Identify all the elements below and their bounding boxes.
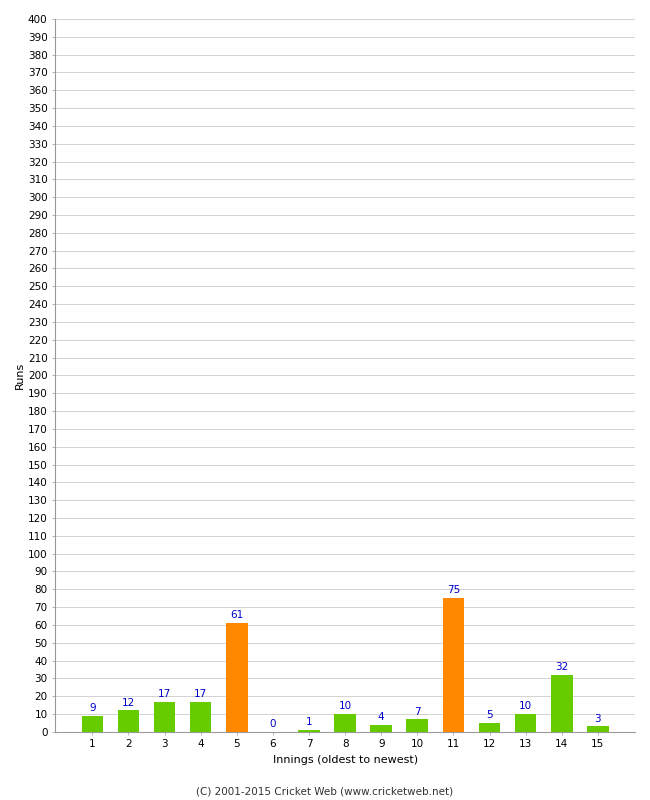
Text: 5: 5 <box>486 710 493 720</box>
Text: 32: 32 <box>555 662 568 672</box>
Text: 0: 0 <box>270 719 276 729</box>
Bar <box>118 710 139 732</box>
X-axis label: Innings (oldest to newest): Innings (oldest to newest) <box>272 755 418 765</box>
Text: 4: 4 <box>378 712 385 722</box>
Text: 10: 10 <box>519 702 532 711</box>
Y-axis label: Runs: Runs <box>15 362 25 389</box>
Text: 75: 75 <box>447 586 460 595</box>
Text: (C) 2001-2015 Cricket Web (www.cricketweb.net): (C) 2001-2015 Cricket Web (www.cricketwe… <box>196 786 454 796</box>
Text: 12: 12 <box>122 698 135 708</box>
Text: 17: 17 <box>158 689 171 699</box>
Bar <box>515 714 536 732</box>
Text: 9: 9 <box>89 703 96 713</box>
Text: 17: 17 <box>194 689 207 699</box>
Bar <box>370 725 392 732</box>
Bar <box>81 716 103 732</box>
Text: 61: 61 <box>230 610 243 621</box>
Bar <box>406 719 428 732</box>
Bar <box>190 702 211 732</box>
Text: 3: 3 <box>595 714 601 724</box>
Bar <box>298 730 320 732</box>
Bar <box>226 623 248 732</box>
Bar <box>334 714 356 732</box>
Bar <box>478 723 500 732</box>
Bar <box>443 598 464 732</box>
Text: 1: 1 <box>306 718 312 727</box>
Bar <box>154 702 176 732</box>
Bar <box>587 726 608 732</box>
Text: 10: 10 <box>339 702 352 711</box>
Text: 7: 7 <box>414 706 421 717</box>
Bar <box>551 674 573 732</box>
